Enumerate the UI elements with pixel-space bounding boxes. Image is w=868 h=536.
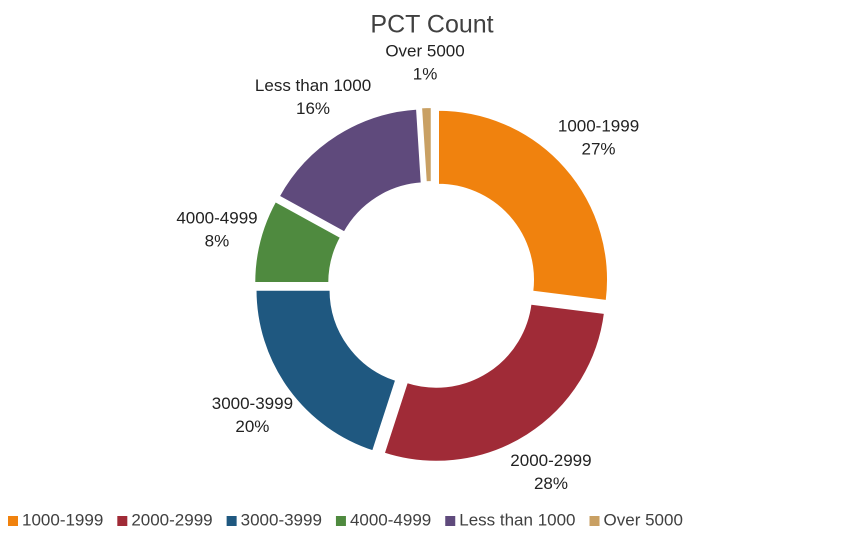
data-label-value: 16% (296, 99, 330, 118)
data-label-value: 20% (235, 417, 269, 436)
donut-segment (277, 107, 423, 234)
data-label-value: 8% (205, 231, 230, 250)
chart-title: PCT Count (370, 11, 493, 39)
data-label-category: 3000-3999 (212, 394, 293, 413)
data-label-value: 1% (413, 65, 438, 84)
data-label-value: 27% (582, 140, 616, 159)
legend-label: Less than 1000 (459, 510, 575, 529)
data-label-category: 2000-2999 (510, 451, 591, 470)
data-label-category: Less than 1000 (255, 76, 371, 95)
legend-swatch (589, 516, 600, 526)
legend-swatch (226, 516, 237, 526)
legend-label: 4000-4999 (350, 510, 431, 529)
donut-segment (420, 106, 433, 184)
donut-segment (437, 108, 609, 303)
data-label-category: Over 5000 (385, 42, 464, 61)
data-label-category: 1000-1999 (558, 117, 639, 136)
donut-segment (382, 302, 607, 463)
legend-label: 2000-2999 (131, 510, 212, 529)
legend-swatch (445, 516, 456, 526)
data-label-category: 4000-4999 (176, 208, 257, 227)
legend-swatch (8, 516, 18, 526)
legend-swatch (117, 516, 128, 526)
data-label-value: 28% (534, 474, 568, 493)
donut-segment (254, 288, 398, 453)
legend-label: 3000-3999 (241, 510, 322, 529)
legend-label: 1000-1999 (22, 510, 103, 529)
legend-swatch (335, 516, 346, 526)
donut-segment (253, 199, 343, 285)
legend-label: Over 5000 (604, 510, 683, 529)
